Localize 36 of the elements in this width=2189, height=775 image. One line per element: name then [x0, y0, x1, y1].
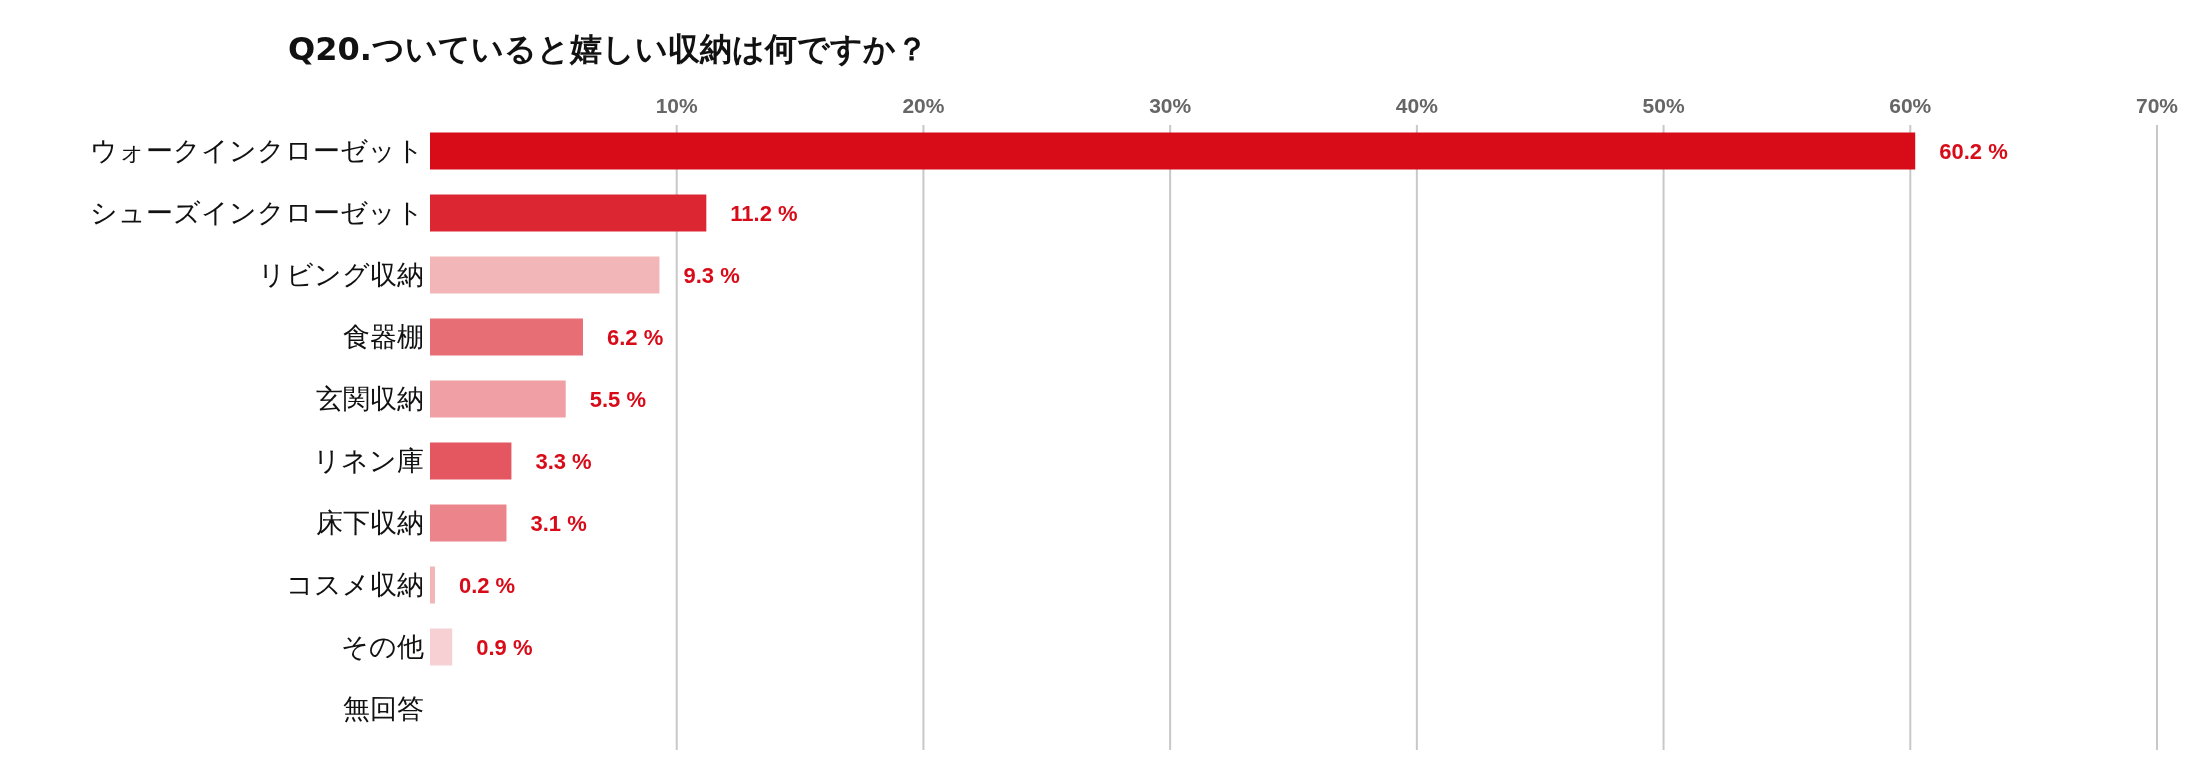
y-tick-label: リネン庫: [313, 445, 424, 477]
y-tick-label: その他: [341, 631, 424, 663]
y-tick-label: ウォークインクローゼット: [90, 135, 424, 167]
x-tick-label: 70%: [2135, 94, 2179, 117]
x-tick-label: 60%: [1889, 94, 1932, 117]
data-label: 3.3 %: [535, 448, 592, 474]
chart-title: Q20.ついていると嬉しい収納は何ですか？: [288, 30, 928, 68]
bar: [430, 504, 507, 542]
y-tick-label: リビング収納: [258, 259, 424, 291]
bar: [430, 256, 660, 294]
data-label: 6.2 %: [606, 324, 664, 350]
y-tick-label: 床下収納: [316, 507, 424, 539]
x-tick-label: 20%: [902, 94, 945, 117]
bar: [430, 318, 583, 356]
data-label: 3.1 %: [530, 510, 587, 536]
x-tick-label: 50%: [1642, 94, 1685, 117]
data-label: 60.2 %: [1939, 138, 2008, 164]
y-tick-label: 無回答: [343, 693, 424, 725]
x-tick-label: 40%: [1395, 94, 1439, 117]
bar: [430, 380, 566, 418]
bar: [430, 194, 707, 232]
y-tick-label: 玄関収納: [316, 383, 424, 415]
y-tick-label: 食器棚: [343, 321, 424, 353]
data-label: 5.5 %: [589, 386, 646, 412]
data-label: 0.9 %: [476, 634, 533, 660]
x-tick-label: 30%: [1149, 94, 1192, 117]
bar: [430, 628, 453, 666]
y-tick-label: シューズインクローゼット: [90, 197, 424, 229]
x-tick-label: 10%: [655, 94, 699, 117]
data-label: 0.2 %: [458, 572, 516, 598]
data-label: 11.2 %: [730, 200, 798, 226]
bar: [430, 442, 512, 480]
y-tick-label: コスメ収納: [286, 569, 424, 601]
data-label: 9.3 %: [683, 262, 740, 288]
bar: [430, 132, 1916, 170]
bar: [430, 566, 435, 604]
